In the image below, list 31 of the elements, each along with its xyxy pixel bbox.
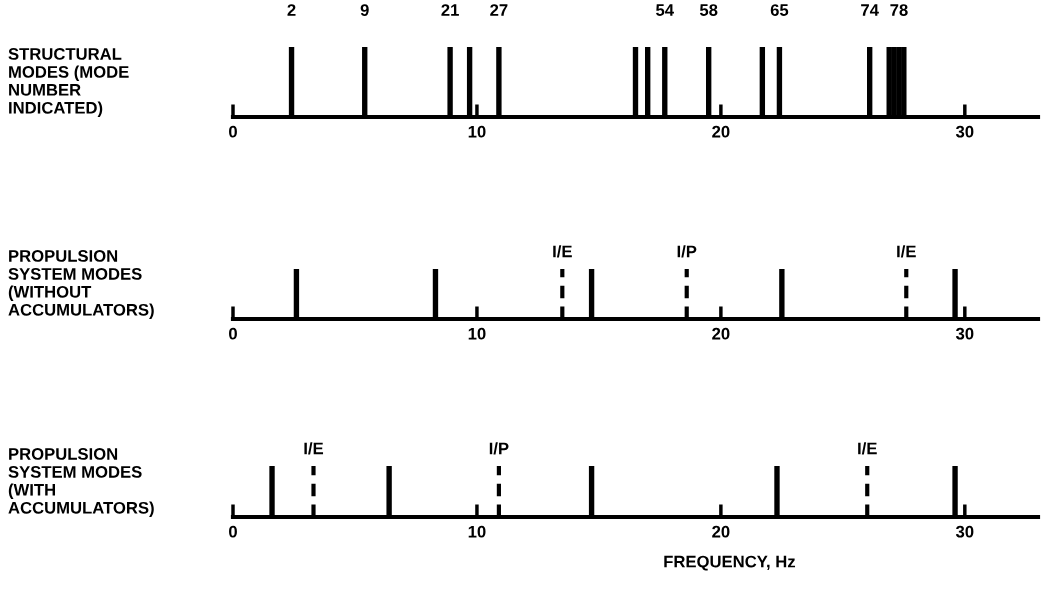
x-tick-label: 20 bbox=[712, 525, 730, 538]
x-tick-label: 20 bbox=[712, 327, 730, 340]
x-tick-label: 30 bbox=[955, 125, 974, 138]
y-axis-title: STRUCTURAL MODES (MODE NUMBER INDICATED) bbox=[8, 48, 129, 117]
annotation: 21 bbox=[441, 4, 459, 16]
x-tick-label: 10 bbox=[468, 125, 486, 138]
ref-line-label: I/P bbox=[489, 442, 509, 455]
ref-line-label: I/E bbox=[897, 245, 916, 258]
annotation: 78 bbox=[890, 4, 908, 16]
annotation: 27 bbox=[490, 4, 508, 16]
x-axis-title: FREQUENCY, Hz bbox=[664, 555, 796, 571]
x-tick-label: 30 bbox=[955, 327, 974, 340]
ref-line-label: I/E bbox=[304, 442, 324, 455]
x-tick-label: 0 bbox=[229, 525, 237, 538]
y-axis-title: PROPULSION SYSTEM MODES (WITHOUT ACCUMULATORS) bbox=[8, 250, 154, 319]
ref-line-label: I/E bbox=[858, 442, 877, 455]
annotation: 2 bbox=[287, 4, 296, 16]
x-tick-label: 0 bbox=[229, 327, 237, 340]
annotation: 58 bbox=[699, 4, 718, 16]
x-tick-label: 10 bbox=[468, 525, 486, 538]
annotation: 65 bbox=[770, 4, 789, 16]
x-tick-label: 0 bbox=[229, 125, 237, 138]
y-axis-title: PROPULSION SYSTEM MODES (WITH ACCUMULATORS) bbox=[8, 448, 154, 517]
ref-line-label: I/E bbox=[553, 245, 572, 258]
x-tick-label: 10 bbox=[468, 327, 486, 340]
x-tick-label: 20 bbox=[712, 125, 730, 138]
annotation: 9 bbox=[360, 4, 369, 16]
x-tick-label: 30 bbox=[955, 525, 974, 538]
annotation: 74 bbox=[861, 4, 879, 16]
annotation: 54 bbox=[656, 4, 674, 16]
ref-line-label: I/P bbox=[677, 245, 697, 258]
